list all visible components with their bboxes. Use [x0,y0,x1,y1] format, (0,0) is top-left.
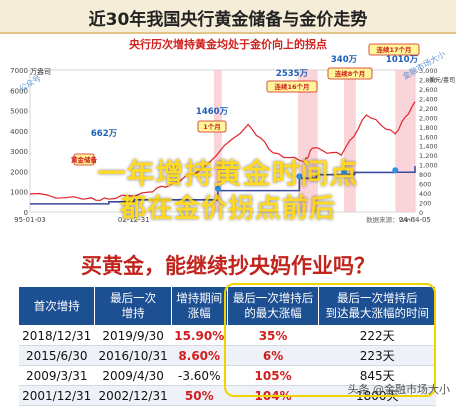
right-tick-label: 600 [419,181,431,189]
right-tick-label: 2,200 [419,105,438,113]
left-axis-unit: 万盎司 [30,67,51,76]
right-axis-unit: 美元/盎司 [429,76,455,84]
right-tick-label: 2,400 [419,95,438,103]
right-tick-label: 2,000 [419,114,438,122]
left-tick-label: 5000 [10,108,28,116]
table-cell: 2015/6/30 [18,345,95,366]
annotation-tag-box [197,120,227,133]
footer-source: 头条 @金融市场大小 [347,383,451,396]
x-tick-label: 95-01-03 [14,216,46,224]
table-cell: 2009/3/31 [18,365,95,386]
table-cell: 8.60% [171,345,228,366]
annotation-tag-box [368,43,420,56]
right-tick-label: 1,200 [419,152,438,160]
annotation-amount: 2535万 [276,69,309,79]
annotation-tag-box [266,80,318,93]
table-cell: 6% [227,345,319,366]
table-header-cell: 最后一次增持后 的最大涨幅 [226,286,320,326]
overlay-line-1: 一年增持黄金时间点 [97,157,359,190]
table-cell: 35% [227,325,319,346]
table-cell: 845天 [318,365,436,386]
buy-point-marker [296,173,303,180]
annotation-tag-box [327,67,373,80]
right-tick-label: 0 [419,209,423,217]
chart-source-label: 数据来源：Wind [366,215,415,224]
left-tick-label: 4000 [10,128,28,136]
table-body: 2018/12/31 2019/9/30 15.90% 35% 222天 2015/6/3… [18,325,436,406]
overlay-line-2: 都在金价拐点前后 [119,194,336,224]
right-tick-label: 2,800 [419,76,438,84]
price-series-line [29,101,416,202]
annotation-amount: 1010万 [386,55,419,65]
table-cell: 2019/9/30 [94,325,172,346]
annotation-tag: 连续16个月 [274,82,309,91]
right-tick-label: 200 [419,200,431,208]
right-tick-label: 2,600 [419,86,438,94]
overlay-banner: 一年增持黄金时间点 都在金价拐点前后 [0,148,456,228]
annotation-tag: 连续8个月 [335,69,366,78]
title-bar: 近30年我国央行黄金储备与金价走势 [0,0,456,34]
table-row: 2015/6/30 2016/10/31 8.60% 6% 223天 [18,345,436,366]
stats-table: 首次增持 最后一次 增持 增持期间 涨幅 最后一次增持后 的最大涨幅 最后一次增持后 到… [17,286,436,406]
table-header-cell: 首次增持 [17,286,96,326]
highlight-box [224,283,436,397]
right-tick-label: 1,800 [419,124,438,132]
annotation-tag: 连续17个月 [376,45,411,54]
table-cell: 222天 [318,325,436,346]
left-tick-label: 7000 [10,67,28,75]
table-cell: 2016/10/31 [94,345,172,366]
table-cell: -3.60% [171,365,228,386]
table-header-cell: 最后一次 增持 [94,286,172,326]
left-tick-label: 2000 [10,168,28,176]
buy-point-marker [392,167,399,174]
stats-table-wrap: 首次增持 最后一次 增持 增持期间 涨幅 最后一次增持后 的最大涨幅 最后一次增持后 到… [17,286,436,406]
right-tick-label: 3,000 [419,67,438,75]
table-header-cell: 最后一次增持后 到达最大涨幅的时间 [318,286,436,326]
annotation-tag: 黄金储备 [71,155,98,164]
annotation-amount: 1460万 [196,107,229,117]
annotation-tag: 1个月 [203,122,221,131]
table-row: 2009/3/31 2009/4/30 -3.60% 105% 845天 [18,365,436,386]
x-tick-label: 24-04-05 [399,216,431,224]
x-tick-label: 02-12-31 [118,216,150,224]
question-heading: 买黄金，能继续抄央妈作业吗？ [81,254,375,278]
buying-period-band [298,70,318,212]
table-header-cell: 增持期间 涨幅 [170,286,228,326]
table-cell: 105% [227,365,319,386]
annotation-amount: 340万 [331,55,358,65]
right-tick-label: 1,400 [419,143,438,151]
annotation-amount: 662万 [91,129,118,139]
buying-period-band [395,70,415,212]
buy-point-marker [214,185,221,192]
table-cell: 15.90% [171,325,228,346]
right-tick-label: 1,600 [419,133,438,141]
left-tick-label: 1000 [10,189,28,197]
table-cell: 2009/4/30 [94,365,172,386]
left-tick-label: 3000 [10,148,28,156]
table-cell: 2001/12/31 [18,385,95,406]
table-cell: 223天 [318,345,436,366]
right-tick-label: 800 [419,171,431,179]
table-row: 2018/12/31 2019/9/30 15.90% 35% 222天 [18,325,436,346]
buy-point-marker [341,169,348,176]
buying-period-band [213,70,222,212]
right-tick-label: 400 [419,190,431,198]
chart-area: 央行历次增持黄金均处于金价向上的拐点 万盎司 美元/盎司 7000 6000 5000 40… [0,34,456,234]
gold-chart: 央行历次增持黄金均处于金价向上的拐点万盎司美元/盎司70006000500040… [10,37,455,224]
page-title: 近30年我国央行黄金储备与金价走势 [88,10,368,30]
table-cell: 2018/12/31 [18,325,95,346]
left-tick-label: 6000 [10,87,28,95]
annotation-tag-box [73,153,95,166]
table-cell: 2002/12/31 [94,385,172,406]
table-header-row: 首次增持 最后一次 增持 增持期间 涨幅 最后一次增持后 的最大涨幅 最后一次增持后 到… [17,286,436,326]
left-tick-label: 0 [24,209,28,217]
table-cell: 50% [171,385,228,406]
right-tick-label: 1,000 [419,162,438,170]
chart-title: 央行历次增持黄金均处于金价向上的拐点 [129,37,327,51]
